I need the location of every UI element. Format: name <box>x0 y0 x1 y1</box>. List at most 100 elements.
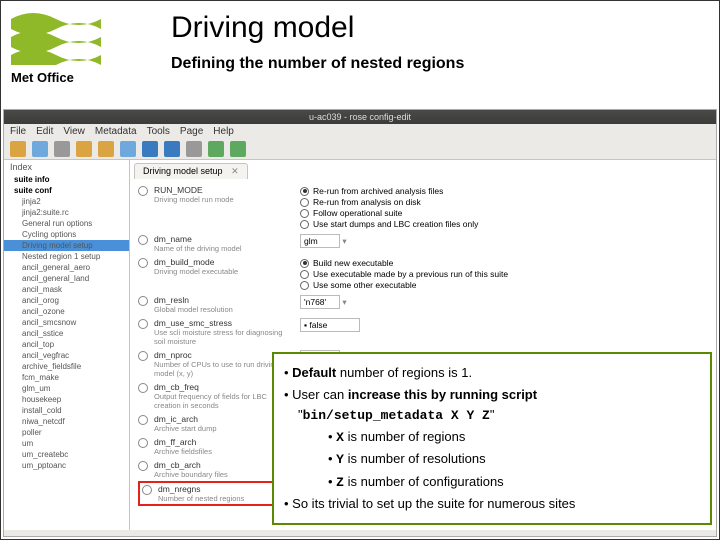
sidebar-item-driving-model-setup[interactable]: Driving model setup <box>4 240 129 251</box>
field-value: 'n768' ▾ <box>300 295 708 309</box>
radio-option[interactable]: Use executable made by a previous run of… <box>300 269 708 279</box>
sidebar-item-jinja2-suite-rc[interactable]: jinja2:suite.rc <box>4 207 129 218</box>
sidebar-item-fcm-make[interactable]: fcm_make <box>4 372 129 383</box>
field-dm_name: dm_nameName of the driving model glm ▾ <box>138 232 708 255</box>
field-value: Re-run from archived analysis filesRe-ru… <box>300 185 708 230</box>
gear-icon[interactable] <box>138 319 148 329</box>
sidebar-item-archive-fieldsfile[interactable]: archive_fieldsfile <box>4 361 129 372</box>
radio-dot-icon <box>300 281 309 290</box>
sidebar: Index suite infosuite confjinja2jinja2:s… <box>4 160 130 530</box>
sidebar-item-um-pptoanc[interactable]: um_pptoanc <box>4 460 129 471</box>
gear-icon[interactable] <box>138 186 148 196</box>
gear-icon[interactable] <box>138 461 148 471</box>
gear-icon[interactable] <box>138 383 148 393</box>
validate-icon[interactable] <box>164 141 180 157</box>
field-value: ▪ false <box>300 318 708 332</box>
field-label: dm_build_modeDriving model executable <box>154 257 294 276</box>
sidebar-item-cycling-options[interactable]: Cycling options <box>4 229 129 240</box>
field-dm_build_mode: dm_build_modeDriving model executable Bui… <box>138 255 708 293</box>
close-tab-icon[interactable]: ✕ <box>231 166 239 176</box>
run-menu-icon[interactable] <box>230 141 246 157</box>
sidebar-item-housekeep[interactable]: housekeep <box>4 394 129 405</box>
field-label: dm_use_smc_stressUse scli moisture stres… <box>154 318 294 346</box>
run-icon[interactable] <box>208 141 224 157</box>
field-RUN_MODE: RUN_MODEDriving model run mode Re-run fro… <box>138 183 708 232</box>
menu-page[interactable]: Page <box>180 126 203 137</box>
sidebar-item-general-run-options[interactable]: General run options <box>4 218 129 229</box>
sidebar-item-um-createbc[interactable]: um_createbc <box>4 449 129 460</box>
sidebar-item-suite-info[interactable]: suite info <box>4 174 129 185</box>
main-panel: Driving model setup ✕ RUN_MODEDriving mo… <box>130 160 716 530</box>
sidebar-item-glm-um[interactable]: glm_um <box>4 383 129 394</box>
field-label: dm_nameName of the driving model <box>154 234 294 253</box>
sidebar-item-ancil-general-land[interactable]: ancil_general_land <box>4 273 129 284</box>
sidebar-item-ancil-mask[interactable]: ancil_mask <box>4 284 129 295</box>
met-office-logo: Met Office <box>11 5 111 95</box>
menu-tools[interactable]: Tools <box>147 126 170 137</box>
gear-icon[interactable] <box>138 258 148 268</box>
find-icon[interactable] <box>142 141 158 157</box>
sidebar-item-ancil-smcsnow[interactable]: ancil_smcsnow <box>4 317 129 328</box>
menu-help[interactable]: Help <box>213 126 234 137</box>
sidebar-item-install-cold[interactable]: install_cold <box>4 405 129 416</box>
wave-icon <box>11 5 101 65</box>
home-icon[interactable] <box>120 141 136 157</box>
text-input[interactable]: glm <box>300 234 340 248</box>
radio-option[interactable]: Use some other executable <box>300 280 708 290</box>
redo-icon[interactable] <box>98 141 114 157</box>
radio-option[interactable]: Follow operational suite <box>300 208 708 218</box>
radio-option[interactable]: Build new executable <box>300 258 708 268</box>
sidebar-item-um[interactable]: um <box>4 438 129 449</box>
field-dm_use_smc_stress: dm_use_smc_stressUse scli moisture stres… <box>138 316 708 348</box>
radio-option[interactable]: Use start dumps and LBC creation files o… <box>300 219 708 229</box>
sidebar-item-ancil-sstice[interactable]: ancil_sstice <box>4 328 129 339</box>
window-titlebar: u-ac039 - rose config-edit <box>4 110 716 124</box>
radio-option[interactable]: Re-run from archived analysis files <box>300 186 708 196</box>
gear-icon[interactable] <box>138 296 148 306</box>
reload-icon[interactable] <box>186 141 202 157</box>
radio-dot-icon <box>300 259 309 268</box>
save-icon[interactable] <box>32 141 48 157</box>
chevron-down-icon[interactable]: ▾ <box>340 236 347 246</box>
menu-edit[interactable]: Edit <box>36 126 53 137</box>
gear-icon[interactable] <box>142 485 152 495</box>
menu-view[interactable]: View <box>63 126 85 137</box>
tab-label: Driving model setup <box>143 166 223 176</box>
sidebar-index-label: Index <box>4 162 129 174</box>
rose-config-edit-window: u-ac039 - rose config-edit File Edit View M… <box>3 109 717 537</box>
sidebar-item-poller[interactable]: poller <box>4 427 129 438</box>
logo-text: Met Office <box>11 70 111 85</box>
radio-dot-icon <box>300 187 309 196</box>
menu-file[interactable]: File <box>10 126 26 137</box>
text-input[interactable]: 'n768' <box>300 295 340 309</box>
tab-driving-model-setup[interactable]: Driving model setup ✕ <box>134 163 248 179</box>
field-label: RUN_MODEDriving model run mode <box>154 185 294 204</box>
sidebar-item-niwa-netcdf[interactable]: niwa_netcdf <box>4 416 129 427</box>
field-label: dm_reslnGlobal model resolution <box>154 295 294 314</box>
sidebar-item-suite-conf[interactable]: suite conf <box>4 185 129 196</box>
gear-icon[interactable] <box>138 415 148 425</box>
sidebar-item-ancil-ozone[interactable]: ancil_ozone <box>4 306 129 317</box>
radio-dot-icon <box>300 220 309 229</box>
gear-icon[interactable] <box>138 235 148 245</box>
sidebar-item-jinja2[interactable]: jinja2 <box>4 196 129 207</box>
undo-icon[interactable] <box>76 141 92 157</box>
menu-metadata[interactable]: Metadata <box>95 126 137 137</box>
radio-dot-icon <box>300 209 309 218</box>
sidebar-item-ancil-vegfrac[interactable]: ancil_vegfrac <box>4 350 129 361</box>
explore-icon[interactable] <box>54 141 70 157</box>
chevron-down-icon[interactable]: ▾ <box>340 297 347 307</box>
gear-icon[interactable] <box>138 351 148 361</box>
field-value: glm ▾ <box>300 234 708 248</box>
gear-icon[interactable] <box>138 438 148 448</box>
sidebar-item-ancil-orog[interactable]: ancil_orog <box>4 295 129 306</box>
sidebar-item-ancil-general-aero[interactable]: ancil_general_aero <box>4 262 129 273</box>
field-dm_resln: dm_reslnGlobal model resolution 'n768' ▾ <box>138 293 708 316</box>
slide-title: Driving model <box>171 11 464 45</box>
bool-selector[interactable]: ▪ false <box>300 318 360 332</box>
radio-dot-icon <box>300 198 309 207</box>
sidebar-item-nested-region-1-setup[interactable]: Nested region 1 setup <box>4 251 129 262</box>
open-icon[interactable] <box>10 141 26 157</box>
radio-option[interactable]: Re-run from analysis on disk <box>300 197 708 207</box>
sidebar-item-ancil-top[interactable]: ancil_top <box>4 339 129 350</box>
